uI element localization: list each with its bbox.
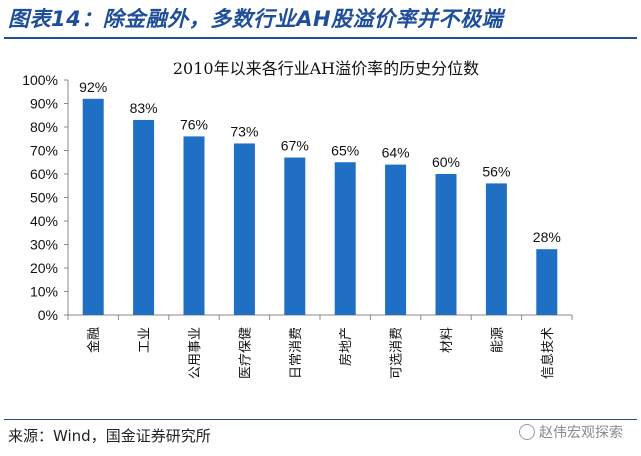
y-tick-label: 10% <box>30 284 58 300</box>
data-label-5: 67% <box>281 138 309 154</box>
y-tick-label: 70% <box>30 143 58 159</box>
watermark-text: 赵伟宏观探索 <box>539 425 623 441</box>
source-note: 来源：Wind，国金证券研究所 <box>8 427 211 445</box>
wechat-icon <box>519 424 535 440</box>
data-label-10: 28% <box>533 229 561 245</box>
bar-5 <box>284 157 306 315</box>
bar-1 <box>82 98 104 315</box>
bar-10 <box>536 249 558 315</box>
title-divider <box>4 37 637 39</box>
bar-4 <box>233 143 255 315</box>
data-label-4: 73% <box>230 123 258 139</box>
y-tick-label: 50% <box>30 190 58 206</box>
y-tick-label: 80% <box>30 119 58 135</box>
category-label-1: 金融 <box>86 327 102 353</box>
watermark: 赵伟宏观探索 <box>519 422 623 442</box>
category-label-10: 信息技术 <box>540 327 556 379</box>
data-labels: 92% 83% 76% 73% 67% 65% 64% 60% 56% 28% <box>79 79 561 245</box>
bar-3 <box>183 136 205 315</box>
y-tick-label: 100% <box>22 72 58 88</box>
data-label-2: 83% <box>130 100 158 116</box>
category-label-3: 公用事业 <box>188 327 203 379</box>
data-label-3: 76% <box>180 116 208 132</box>
category-label-group-1: 金融 <box>86 327 102 353</box>
bars <box>82 98 558 315</box>
category-label-group-10: 信息技术 <box>540 327 556 379</box>
category-label-9: 能源 <box>490 327 505 353</box>
bar-7 <box>385 164 407 315</box>
category-label-group-8: 材料 <box>440 327 455 353</box>
y-tick-labels: 0% 10% 20% 30% 40% 50% 60% 70% 80% 90% 100% <box>22 72 58 323</box>
y-tick-label: 90% <box>30 96 58 112</box>
footer-divider <box>4 419 637 420</box>
category-label-7: 可选消费 <box>390 327 405 379</box>
bar-2 <box>133 119 155 315</box>
figure-title: 图表14：除金融外，多数行业AH股溢价率并不极端 <box>8 7 504 31</box>
y-tick-label: 30% <box>30 237 58 253</box>
bar-6 <box>334 162 356 315</box>
category-label-group-3: 公用事业 <box>188 327 203 379</box>
category-label-group-6: 房地产 <box>338 327 354 366</box>
y-tick-label: 0% <box>38 307 58 323</box>
category-label-2: 工业 <box>138 327 153 353</box>
category-label-group-4: 医疗保健 <box>238 327 253 379</box>
data-label-1: 92% <box>79 79 107 95</box>
y-tick-label: 60% <box>30 166 58 182</box>
chart-title: 2010年以来各行业AH溢价率的历史分位数 <box>173 59 479 78</box>
bar-9 <box>485 183 507 315</box>
category-label-8: 材料 <box>440 327 455 353</box>
category-label-5: 日常消费 <box>289 327 304 379</box>
y-tick-label: 20% <box>30 260 58 276</box>
category-label-group-2: 工业 <box>138 327 153 353</box>
data-label-7: 64% <box>382 145 410 161</box>
category-label-4: 医疗保健 <box>238 327 253 379</box>
y-tick-label: 40% <box>30 213 58 229</box>
x-category-labels: 金融 工业 公用事业 医疗保健 日常消费 房地产 可选消费 材料 能源 信息技术 <box>86 327 556 379</box>
category-label-group-9: 能源 <box>490 327 505 353</box>
category-label-group-7: 可选消费 <box>390 327 405 379</box>
data-label-9: 56% <box>482 163 510 179</box>
bar-8 <box>435 174 457 315</box>
category-label-group-5: 日常消费 <box>289 327 304 379</box>
category-label-6: 房地产 <box>338 327 354 366</box>
data-label-8: 60% <box>432 154 460 170</box>
data-label-6: 65% <box>331 142 359 158</box>
bar-chart: 2010年以来各行业AH溢价率的历史分位数 92% 83% 76% 73% 67% 65%… <box>22 59 573 379</box>
